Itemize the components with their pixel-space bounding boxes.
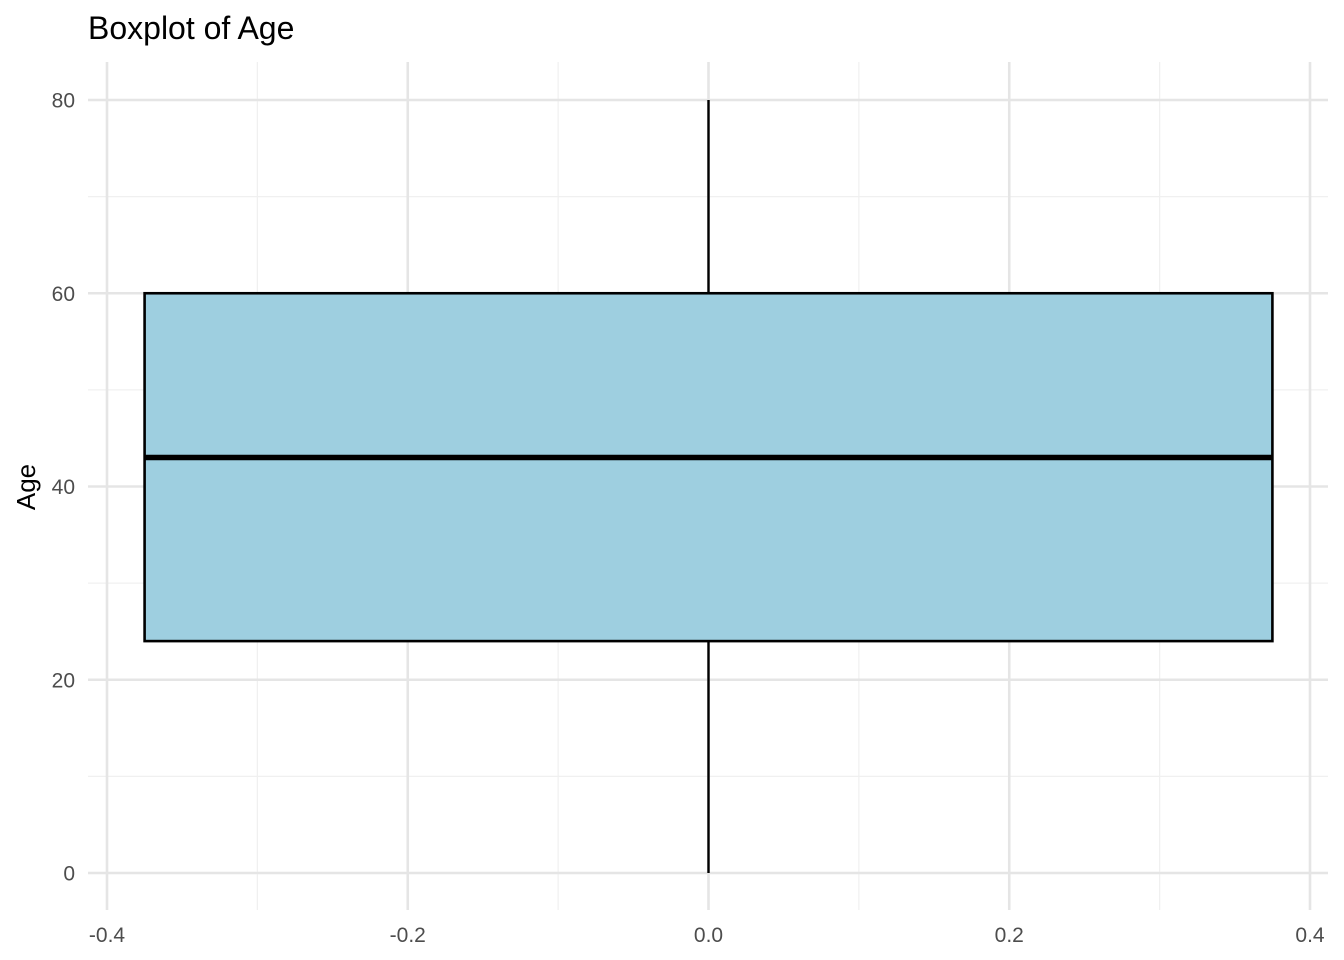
y-tick-label: 20 — [52, 669, 75, 692]
iqr-box — [143, 291, 1274, 643]
x-tick-label: 0.0 — [694, 924, 723, 947]
tick-labels: -0.4 -0.2 0.0 0.2 0.4 0 20 40 60 80 — [52, 90, 1325, 948]
y-tick-label: 0 — [63, 863, 75, 886]
y-tick-label: 60 — [52, 283, 75, 306]
y-tick-label: 40 — [52, 476, 75, 499]
x-tick-label: 0.4 — [1295, 924, 1325, 947]
y-axis-title: Age — [11, 464, 41, 510]
box-layer — [143, 100, 1274, 873]
x-tick-label: -0.4 — [89, 924, 126, 947]
x-tick-label: -0.2 — [390, 924, 426, 947]
chart-title: Boxplot of Age — [88, 10, 294, 46]
x-tick-label: 0.2 — [995, 924, 1024, 947]
y-tick-label: 80 — [52, 90, 75, 113]
